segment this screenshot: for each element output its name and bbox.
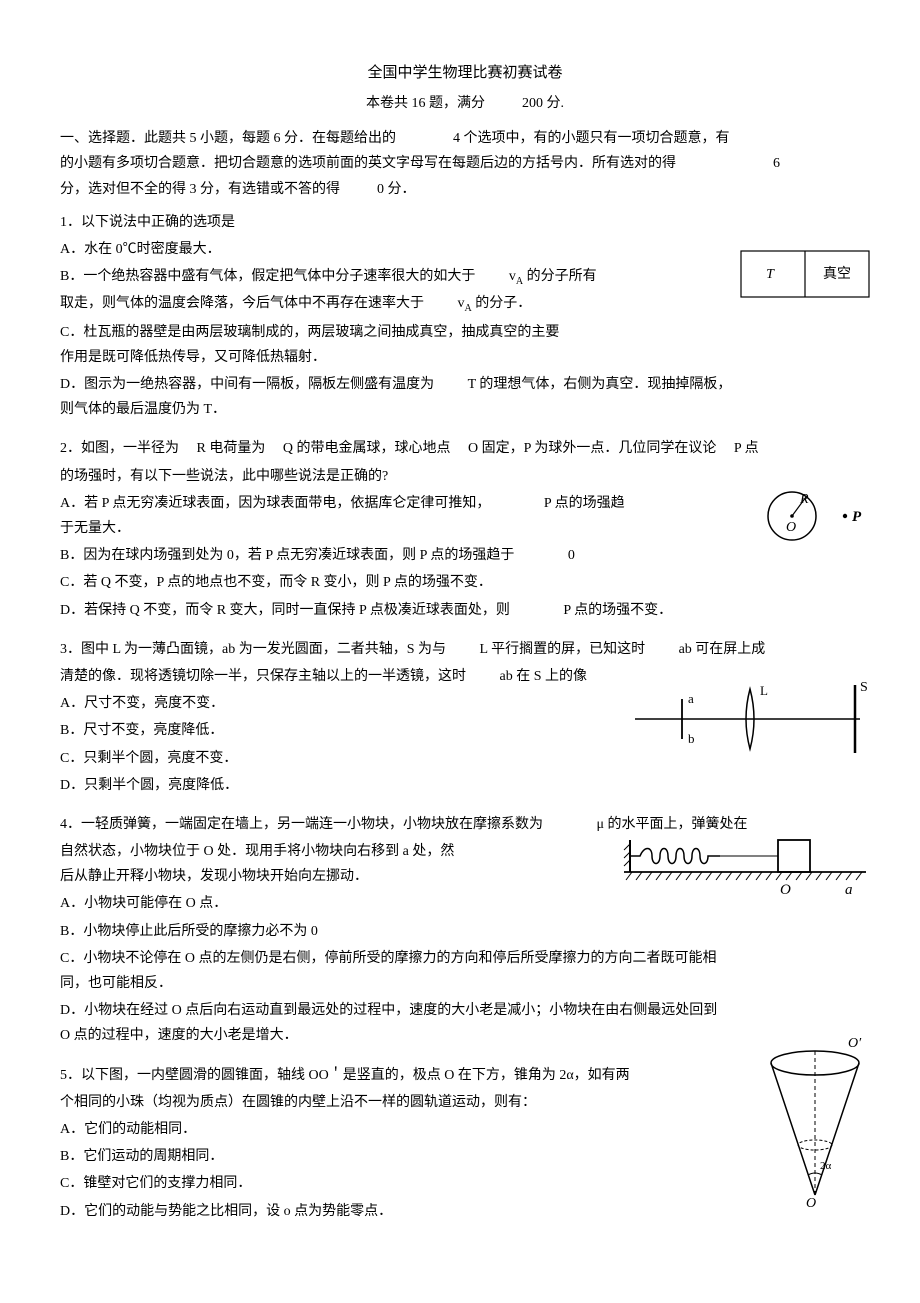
q1-C-l2: 作用是既可降低热传导，又可降低热辐射． (60, 350, 326, 365)
q4-option-D: D．小物块在经过 O 点后向右运动直到最远处的过程中，速度的大小老是减小；小物块… (60, 998, 870, 1048)
q5-option-B: B．它们运动的周期相同． (60, 1144, 870, 1169)
q2-line1: 2．如图，一半径为 R 电荷量为 Q 的带电金属球，球心地点 O 固定，P 为球… (60, 436, 870, 461)
q2-fig-P: P (852, 509, 862, 525)
q2-l1e: P 点 (734, 441, 759, 456)
q1-D-l1b: T 的理想气体，右侧为真空．现抽掉隔板， (468, 377, 732, 392)
q2-fig-R: R (799, 492, 809, 507)
q1-option-D: D．图示为一绝热容器，中间有一隔板，隔板左侧盛有温度为 T 的理想气体，右侧为真… (60, 372, 870, 422)
intro-line2a: 的小题有多项切合题意．把切合题意的选项前面的英文字母写在每题后边的方括号内．所有… (60, 156, 676, 171)
q2-figure: R O P (760, 481, 870, 560)
q3-l2a: 清楚的像．现将透镜切除一半，只保存主轴以上的一半透镜，这时 (60, 669, 466, 684)
q5-option-A: A．它们的动能相同． (60, 1117, 870, 1142)
q2-B-text: B．因为在球内场强到处为 0，若 P 点无穷凑近球表面，则 P 点的场强趋于 (60, 548, 514, 563)
q1-D-l1a: D．图示为一绝热容器，中间有一隔板，隔板左侧盛有温度为 (60, 377, 434, 392)
q2-option-B: B．因为在球内场强到处为 0，若 P 点无穷凑近球表面，则 P 点的场强趋于 0 (60, 543, 870, 568)
q5-option-C: C．锥壁对它们的支撑力相同． (60, 1171, 870, 1196)
q4-C-l2: 同，也可能相反． (60, 976, 172, 991)
q1-header: 1．以下说法中正确的选项是 (60, 210, 870, 235)
q1-B-sub2: A (465, 303, 472, 314)
q3-fig-a: a (688, 691, 694, 706)
q4-C-l1: C．小物块不论停在 O 点的左侧仍是右侧，停前所受的摩擦力的方向和停后所受摩擦力… (60, 951, 716, 966)
question-1: T 真空 1．以下说法中正确的选项是 A．水在 0℃时密度最大． B．一个绝热容… (60, 210, 870, 423)
q4-option-C: C．小物块不论停在 O 点的左侧仍是右侧，停前所受的摩擦力的方向和停后所受摩擦力… (60, 946, 870, 996)
q4-D-l1: D．小物块在经过 O 点后向右运动直到最远处的过程中，速度的大小老是减小；小物块… (60, 1003, 717, 1018)
question-2: R O P 2．如图，一半径为 R 电荷量为 Q 的带电金属球，球心地点 O 固… (60, 436, 870, 622)
q4-l1b: μ 的水平面上，弹簧处在 (597, 817, 748, 832)
intro-line1a: 一、选择题．此题共 5 小题，每题 6 分．在每题给出的 (60, 131, 396, 146)
q1-B-v1: v (509, 269, 516, 284)
q4-figure: O a (620, 832, 870, 911)
q3-line1: 3．图中 L 为一薄凸面镜，ab 为一发光圆面，二者共轴，S 为与 L 平行搁置… (60, 637, 870, 662)
section1-instructions: 一、选择题．此题共 5 小题，每题 6 分．在每题给出的 4 个选项中，有的小题… (60, 126, 870, 202)
question-3: a b L S 3．图中 L 为一薄凸面镜，ab 为一发光圆面，二者共轴，S 为… (60, 637, 870, 798)
q3-fig-L: L (760, 683, 768, 698)
q2-l1d: O 固定，P 为球外一点．几位同学在议论 (468, 441, 716, 456)
q4-fig-O: O (780, 882, 791, 898)
q1-B-part1: B．一个绝热容器中盛有气体，假定把气体中分子速率很大的如大于 (60, 269, 475, 284)
q1-figure: T 真空 (740, 250, 870, 307)
q4-option-B: B．小物块停止此后所受的摩擦力必不为 0 (60, 919, 870, 944)
q2-line2: 的场强时，有以下一些说法，此中哪些说法是正确的? (60, 464, 870, 489)
q3-fig-b: b (688, 731, 695, 746)
q2-D-tail: P 点的场强不变． (563, 603, 672, 618)
q5-fig-Oprime: O′ (848, 1036, 862, 1051)
q1-fig-vacuum: 真空 (823, 266, 851, 282)
q1-C-l1: C．杜瓦瓶的器壁是由两层玻璃制成的，两层玻璃之间抽成真空，抽成真空的主要 (60, 325, 559, 340)
q3-l1a: 3．图中 L 为一薄凸面镜，ab 为一发光圆面，二者共轴，S 为与 (60, 642, 446, 657)
q2-l1c: Q 的带电金属球，球心地点 (283, 441, 451, 456)
q4-D-l2: O 点的过程中，速度的大小老是增大． (60, 1028, 298, 1043)
q2-option-A: A．若 P 点无穷凑近球表面，因为球表面带电，依据库仑定律可推知， P 点的场强… (60, 491, 870, 541)
q5-option-D: D．它们的动能与势能之比相同，设 o 点为势能零点． (60, 1199, 870, 1224)
q5-fig-2alpha: 2α (820, 1160, 832, 1172)
intro-line3b: 0 分． (377, 182, 416, 197)
q5-figure: O′ 2α O (760, 1035, 870, 1219)
q1-B-tail2: 的分子． (472, 296, 532, 311)
q5-line2: 个相同的小珠（均视为质点）在圆锥的内壁上沿不一样的圆轨道运动，则有： (60, 1090, 870, 1115)
q1-B-part2: 取走，则气体的温度会降落，今后气体中不再存在速率大于 (60, 296, 424, 311)
exam-title: 全国中学生物理比赛初赛试卷 (60, 60, 870, 87)
q2-option-D: D．若保持 Q 不变，而令 R 变大，同时一直保持 P 点极凑近球表面处，则 P… (60, 598, 870, 623)
q2-A-l1b: P 点的场强趋 (544, 496, 625, 511)
q4-l1a: 4．一轻质弹簧，一端固定在墙上，另一端连一小物块，小物块放在摩擦系数为 (60, 817, 543, 832)
q2-D-text: D．若保持 Q 不变，而令 R 变大，同时一直保持 P 点极凑近球表面处，则 (60, 603, 510, 618)
q2-A-l1: A．若 P 点无穷凑近球表面，因为球表面带电，依据库仑定律可推知， (60, 496, 490, 511)
q4-fig-a: a (845, 882, 853, 898)
intro-line3a: 分，选对但不全的得 3 分，有选错或不答的得 (60, 182, 340, 197)
q3-l1b: L 平行搁置的屏，已知这时 (480, 642, 646, 657)
q1-B-tail1: 的分子所有 (523, 269, 597, 284)
q3-figure: a b L S (630, 677, 870, 766)
q3-l2b: ab 在 S 上的像 (500, 669, 588, 684)
q3-fig-S: S (860, 680, 868, 695)
q1-B-v2: v (458, 296, 465, 311)
q3-option-D: D．只剩半个圆，亮度降低． (60, 773, 870, 798)
question-5: O′ 2α O 5．以下图，一内壁圆滑的圆锥面，轴线 OO＇是竖直的，极点 O … (60, 1063, 870, 1224)
q2-B-zero: 0 (568, 548, 575, 563)
q5-line1: 5．以下图，一内壁圆滑的圆锥面，轴线 OO＇是竖直的，极点 O 在下方，锥角为 … (60, 1063, 870, 1088)
q1-fig-T: T (766, 267, 775, 282)
q1-option-C: C．杜瓦瓶的器壁是由两层玻璃制成的，两层玻璃之间抽成真空，抽成真空的主要 作用是… (60, 320, 870, 370)
subtitle-p2: 200 分. (522, 96, 564, 111)
q2-l1b: R 电荷量为 (197, 441, 266, 456)
q3-l1c: ab 可在屏上成 (679, 642, 766, 657)
q2-l1a: 2．如图，一半径为 (60, 441, 179, 456)
q2-A-l2: 于无量大． (60, 521, 130, 536)
subtitle-p1: 本卷共 16 题，满分 (366, 96, 485, 111)
question-4: O a 4．一轻质弹簧，一端固定在墙上，另一端连一小物块，小物块放在摩擦系数为 … (60, 812, 870, 1049)
q5-fig-O: O (806, 1196, 816, 1210)
intro-line1b: 4 个选项中，有的小题只有一项切合题意，有 (453, 131, 730, 146)
q1-D-l2: 则气体的最后温度仍为 T． (60, 402, 226, 417)
q2-fig-O: O (786, 520, 796, 535)
q1-B-sub1: A (516, 276, 523, 287)
q2-option-C: C．若 Q 不变，P 点的地点也不变，而令 R 变小，则 P 点的场强不变． (60, 570, 870, 595)
intro-line2b: 6 (773, 156, 780, 171)
exam-subtitle: 本卷共 16 题，满分 200 分. (60, 91, 870, 116)
